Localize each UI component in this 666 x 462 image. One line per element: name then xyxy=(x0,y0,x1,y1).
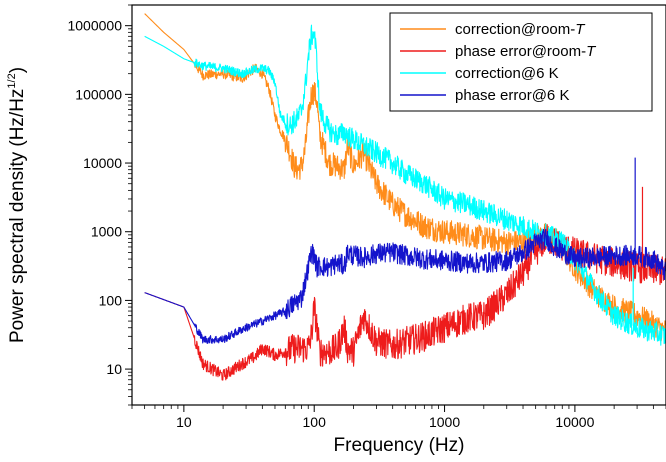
x-axis-title: Frequency (Hz) xyxy=(334,435,465,456)
y-tick-label: 1000000 xyxy=(67,18,122,34)
legend-label: phase error@room-T xyxy=(455,43,597,60)
plot-frame xyxy=(131,4,666,406)
x-tick-label: 10 xyxy=(176,414,192,430)
x-tick-label: 10000 xyxy=(555,414,594,430)
y-axis-title-superscript: 1/2 xyxy=(6,73,18,88)
y-axis-title-main: Power spectral density (Hz/Hz xyxy=(7,89,28,343)
legend-label: correction@6 K xyxy=(455,65,559,82)
legend: correction@room-T phase error@room-T corre… xyxy=(389,12,653,112)
y-tick-label: 100000 xyxy=(75,86,122,102)
y-axis-title: Power spectral density (Hz/Hz1/2) xyxy=(6,67,28,343)
series-layer xyxy=(144,13,666,381)
x-tick-label: 100 xyxy=(303,414,327,430)
y-tick-label: 1000 xyxy=(91,224,122,240)
ticks-layer: 10 100 1000 10000 10 100 1000 10000 100000 100000… xyxy=(67,4,666,430)
x-tick-label: 1000 xyxy=(429,414,460,430)
series-line-3 xyxy=(144,228,666,344)
y-tick-label: 10 xyxy=(106,361,122,377)
y-axis-title-suffix: ) xyxy=(7,67,28,73)
legend-label: phase error@6 K xyxy=(455,87,569,104)
y-tick-label: 100 xyxy=(99,292,123,308)
y-tick-label: 10000 xyxy=(83,155,122,171)
legend-label: correction@room-T xyxy=(455,21,586,38)
